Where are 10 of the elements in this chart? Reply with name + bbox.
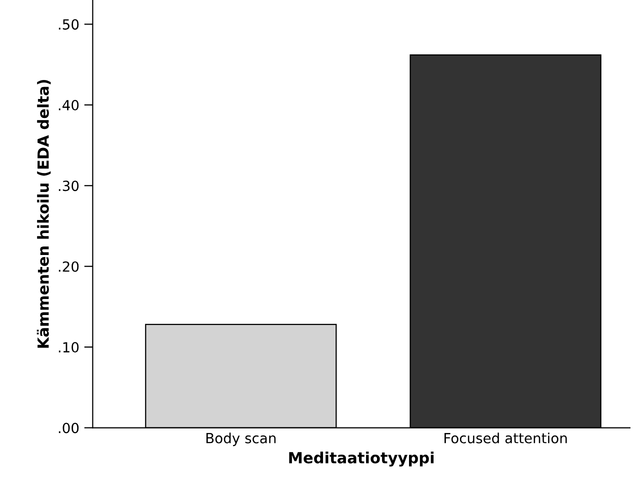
y-tick-label: .50 xyxy=(58,19,79,30)
y-tick-label: .20 xyxy=(58,261,79,272)
y-axis-title: Kämmenten hikoilu (EDA delta) xyxy=(36,80,51,348)
y-tick-label: .10 xyxy=(58,342,79,353)
x-tick-label: Body scan xyxy=(206,432,276,446)
y-tick-label: .00 xyxy=(58,422,79,434)
x-axis-title: Meditaatiotyyppi xyxy=(289,452,434,467)
x-tick-label: Focused attention xyxy=(444,432,567,444)
y-tick-label: .40 xyxy=(58,100,79,110)
y-tick-label: .30 xyxy=(58,180,79,192)
